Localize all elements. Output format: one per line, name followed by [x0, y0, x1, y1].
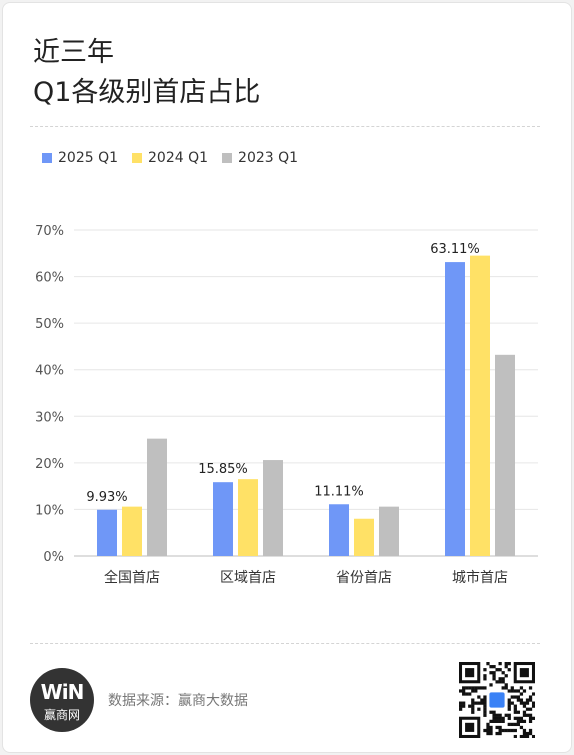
y-tick-label: 30%: [35, 410, 64, 425]
y-tick-label: 0%: [43, 550, 64, 565]
brand-logo: WiN 赢商网: [30, 668, 94, 732]
bottom-divider: [30, 643, 540, 644]
data-label: 11.11%: [314, 484, 364, 499]
title-line-2: Q1各级别首店占比: [33, 77, 261, 108]
bar: [97, 509, 117, 556]
legend-item-2024: 2024 Q1: [132, 150, 208, 166]
legend: 2025 Q1 2024 Q1 2023 Q1: [42, 150, 298, 166]
y-tick-label: 70%: [35, 224, 64, 239]
x-tick-label: 全国首店: [104, 569, 160, 586]
logo-mark: WiN: [40, 680, 85, 704]
legend-swatch-2023: [222, 153, 233, 163]
title-line-1: 近三年: [33, 37, 114, 68]
bar: [329, 504, 349, 556]
data-label: 63.11%: [430, 242, 480, 257]
data-label: 15.85%: [198, 462, 248, 477]
bar: [238, 479, 258, 556]
bar: [147, 438, 167, 556]
legend-label-2025: 2025 Q1: [58, 150, 119, 166]
legend-item-2025: 2025 Q1: [42, 150, 118, 166]
data-label: 9.93%: [86, 490, 127, 505]
bar: [122, 506, 142, 556]
y-tick-label: 60%: [35, 271, 64, 286]
x-tick-label: 区域首店: [220, 570, 276, 586]
bar: [495, 354, 515, 556]
legend-item-2023: 2023 Q1: [222, 150, 298, 166]
legend-label-2024: 2024 Q1: [148, 150, 209, 166]
x-tick-label: 城市首店: [452, 569, 508, 586]
bar: [445, 262, 465, 556]
bar: [470, 255, 490, 556]
bar: [263, 460, 283, 556]
qr-code-icon: [459, 662, 535, 738]
y-tick-label: 20%: [35, 457, 64, 472]
top-divider: [30, 126, 540, 127]
legend-swatch-2024: [132, 153, 143, 163]
chart-title: 近三年 Q1各级别首店占比: [33, 33, 260, 113]
bar: [213, 482, 233, 556]
legend-swatch-2025: [42, 153, 52, 163]
bar: [354, 518, 374, 556]
data-source: 数据来源：赢商大数据: [108, 693, 248, 709]
y-tick-label: 40%: [35, 364, 64, 379]
legend-label-2023: 2023 Q1: [238, 150, 299, 166]
y-tick-label: 50%: [35, 317, 64, 332]
logo-name: 赢商网: [43, 708, 80, 722]
x-tick-label: 省份首店: [336, 570, 392, 586]
bar: [379, 506, 399, 556]
y-tick-label: 10%: [35, 503, 64, 518]
